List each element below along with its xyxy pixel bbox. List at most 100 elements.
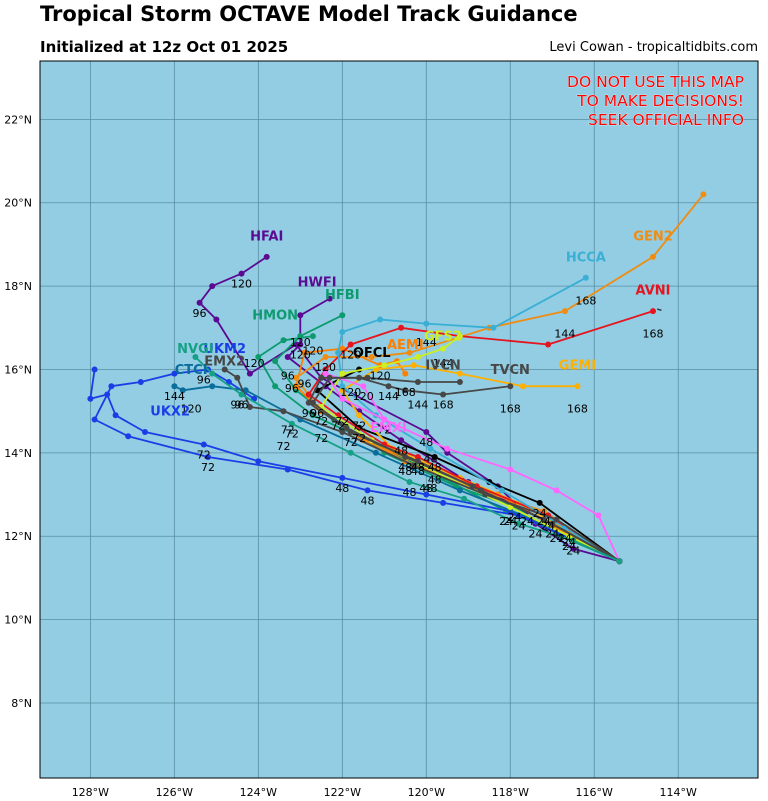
model-tracks xyxy=(87,191,707,565)
model-name-hwfi: HWFI xyxy=(298,275,337,290)
track-point xyxy=(305,399,312,406)
track-point xyxy=(238,270,245,277)
forecast-hour-label: 96 xyxy=(235,398,249,411)
track-point xyxy=(209,383,216,390)
track-point xyxy=(410,362,417,369)
track-point xyxy=(540,516,547,523)
track-point xyxy=(339,383,346,390)
track-line xyxy=(93,368,620,563)
model-name-nvgi: NVGI xyxy=(177,342,213,357)
track-point xyxy=(398,324,405,331)
track-point xyxy=(339,312,346,319)
x-tick-label: 122°W xyxy=(324,786,361,799)
forecast-hour-label: 24 xyxy=(566,544,580,557)
track-point xyxy=(414,354,421,360)
track-point xyxy=(179,387,186,394)
forecast-hour-label: 96 xyxy=(230,398,244,411)
forecast-hour-label: 96 xyxy=(302,407,316,420)
model-name-emx2: EMX2 xyxy=(204,354,245,369)
model-name-ivcn: IVCN xyxy=(425,359,460,374)
forecast-hour-label: 48 xyxy=(419,436,433,449)
track-point xyxy=(322,370,329,377)
track-point xyxy=(414,454,421,460)
track-point xyxy=(440,345,447,352)
track-point xyxy=(297,341,304,348)
forecast-hour-label: 24 xyxy=(562,536,576,549)
forecast-hour-label: 48 xyxy=(419,482,433,495)
forecast-hour-label: 72 xyxy=(197,449,211,462)
track-point xyxy=(171,370,178,377)
land-layer xyxy=(657,308,662,312)
track-ukx2 xyxy=(87,366,623,565)
forecast-hour-labels: 2448961202448729612024487296120244872120… xyxy=(164,278,664,558)
track-point xyxy=(209,283,216,290)
track-point xyxy=(372,449,379,456)
forecast-hour-label: 144 xyxy=(407,398,428,411)
model-name-avni: AVNI xyxy=(636,284,671,299)
forecast-hour-label: 24 xyxy=(499,515,513,528)
model-name-gen2: GEN2 xyxy=(633,229,672,244)
forecast-hour-label: 168 xyxy=(500,403,521,416)
model-name-hcca: HCCA xyxy=(566,250,606,265)
forecast-hour-label: 120 xyxy=(290,348,311,361)
track-point xyxy=(196,299,203,306)
track-point xyxy=(293,383,300,390)
model-name-ukm2: UKM2 xyxy=(203,342,246,357)
track-point xyxy=(406,349,413,356)
y-tick-label: 16°N xyxy=(4,363,32,376)
track-point xyxy=(309,399,316,406)
warning-line: DO NOT USE THIS MAP xyxy=(567,73,744,91)
track-point xyxy=(293,374,300,381)
track-point xyxy=(326,295,333,302)
track-point xyxy=(238,391,245,398)
track-point xyxy=(297,312,304,319)
y-tick-label: 8°N xyxy=(11,697,32,710)
track-point xyxy=(288,420,295,427)
track-point xyxy=(322,354,329,360)
track-point xyxy=(339,329,346,335)
model-name-emxi: EMXI xyxy=(370,421,407,436)
forecast-hour-label: 24 xyxy=(541,519,555,532)
forecast-hour-label: 120 xyxy=(340,386,361,399)
forecast-hour-label: 72 xyxy=(285,428,299,441)
forecast-hour-label: 24 xyxy=(512,519,526,532)
track-point xyxy=(444,449,451,456)
forecast-hour-label: 120 xyxy=(290,336,311,349)
forecast-hour-label: 48 xyxy=(402,486,416,499)
forecast-hour-label: 48 xyxy=(361,494,375,507)
forecast-hour-label: 24 xyxy=(549,532,563,545)
forecast-hour-label: 96 xyxy=(193,307,207,320)
track-emxi xyxy=(322,370,623,565)
forecast-hour-label: 72 xyxy=(281,424,295,437)
track-point xyxy=(490,324,497,331)
track-point xyxy=(456,370,463,377)
forecast-hour-label: 72 xyxy=(335,415,349,428)
track-point xyxy=(423,320,430,327)
forecast-hour-label: 72 xyxy=(314,415,328,428)
page-title: Tropical Storm OCTAVE Model Track Guidan… xyxy=(40,2,578,26)
track-point xyxy=(356,412,363,419)
forecast-hour-label: 24 xyxy=(520,515,534,528)
track-point xyxy=(305,391,312,398)
track-point xyxy=(498,487,505,494)
track-point xyxy=(545,341,552,348)
model-name-hmon: HMON xyxy=(252,309,298,324)
track-point xyxy=(326,374,333,381)
x-tick-label: 124°W xyxy=(240,786,277,799)
model-name-hfbi: HFBI xyxy=(325,288,360,303)
forecast-hour-label: 24 xyxy=(503,515,517,528)
track-point xyxy=(255,354,262,360)
forecast-hour-label: 120 xyxy=(181,403,202,416)
y-tick-label: 12°N xyxy=(4,530,32,543)
forecast-hour-label: 120 xyxy=(315,361,336,374)
forecast-hour-label: 24 xyxy=(562,540,576,553)
x-tick-label: 126°W xyxy=(156,786,193,799)
track-point xyxy=(398,437,405,444)
forecast-hour-label: 48 xyxy=(411,461,425,474)
track-point xyxy=(406,479,413,485)
forecast-hour-label: 24 xyxy=(545,528,559,541)
track-point xyxy=(335,349,342,356)
forecast-hour-label: 168 xyxy=(433,398,454,411)
track-point xyxy=(171,383,178,390)
